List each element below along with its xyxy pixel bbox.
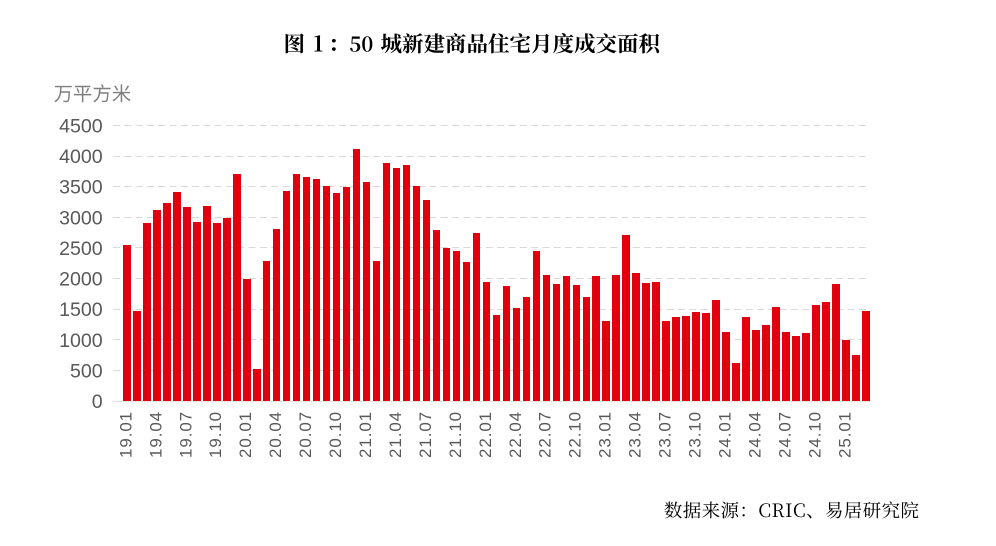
svg-text:22.04: 22.04 (506, 411, 525, 458)
svg-text:21.01: 21.01 (356, 411, 375, 458)
svg-text:20.04: 20.04 (266, 411, 285, 458)
svg-text:20.07: 20.07 (296, 411, 315, 458)
svg-text:3000: 3000 (59, 207, 103, 229)
svg-text:21.10: 21.10 (446, 411, 465, 458)
svg-text:1500: 1500 (59, 299, 103, 321)
svg-text:19.07: 19.07 (176, 411, 195, 458)
svg-text:1000: 1000 (59, 330, 103, 352)
svg-text:2000: 2000 (59, 269, 103, 291)
svg-text:23.04: 23.04 (626, 411, 645, 458)
svg-text:24.04: 24.04 (745, 411, 764, 458)
svg-text:500: 500 (70, 360, 103, 382)
svg-text:23.10: 23.10 (686, 411, 705, 458)
svg-text:0: 0 (92, 391, 103, 413)
svg-text:23.07: 23.07 (656, 411, 675, 458)
svg-text:21.04: 21.04 (386, 411, 405, 458)
svg-text:19.04: 19.04 (146, 411, 165, 458)
svg-text:24.10: 24.10 (805, 411, 824, 458)
svg-text:4500: 4500 (59, 115, 103, 137)
svg-text:22.01: 22.01 (476, 411, 495, 458)
svg-text:21.07: 21.07 (416, 411, 435, 458)
svg-text:19.10: 19.10 (206, 411, 225, 458)
svg-text:3500: 3500 (59, 177, 103, 199)
svg-text:24.01: 24.01 (715, 411, 734, 458)
svg-text:23.01: 23.01 (596, 411, 615, 458)
svg-text:22.07: 22.07 (536, 411, 555, 458)
svg-text:2500: 2500 (59, 238, 103, 260)
svg-text:20.01: 20.01 (236, 411, 255, 458)
svg-text:25.01: 25.01 (835, 411, 854, 458)
svg-text:4000: 4000 (59, 146, 103, 168)
svg-text:20.10: 20.10 (326, 411, 345, 458)
svg-text:22.10: 22.10 (566, 411, 585, 458)
svg-text:19.01: 19.01 (116, 411, 135, 458)
svg-text:24.07: 24.07 (775, 411, 794, 458)
